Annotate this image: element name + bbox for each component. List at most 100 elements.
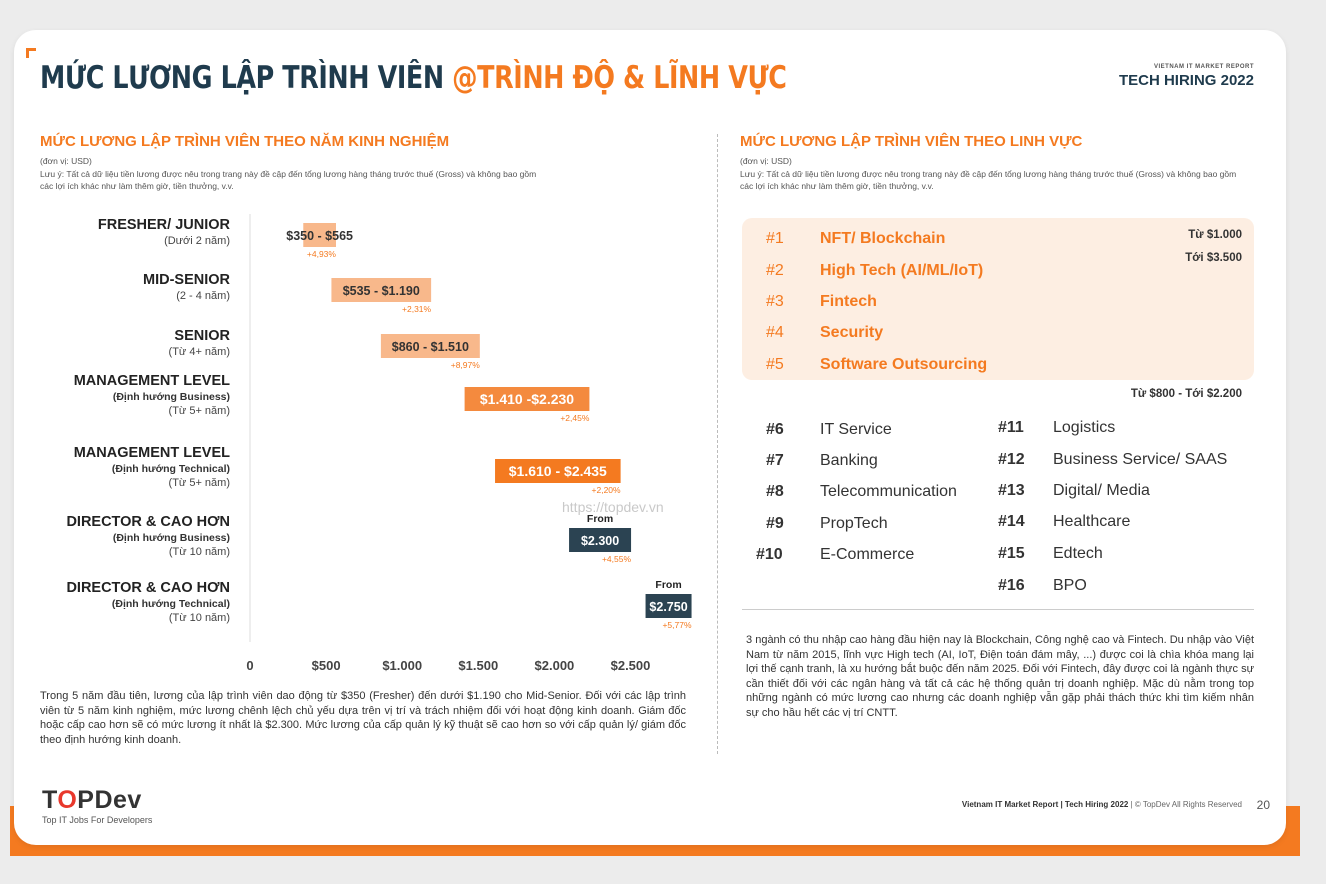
field-row-10: #10 E-Commerce xyxy=(756,546,914,564)
category-title: DIRECTOR & CAO HƠN xyxy=(66,580,230,596)
logo-tagline: Top IT Jobs For Developers xyxy=(42,815,153,825)
field-row-3: #3 Fintech xyxy=(766,293,877,311)
bar-prefix-label: From xyxy=(587,513,613,525)
salary-bar-label: $1.610 - $2.435 xyxy=(509,463,607,479)
logo-t: T xyxy=(42,786,58,814)
field-name: Digital/ Media xyxy=(1053,482,1150,499)
left-paragraph: Trong 5 năm đầu tiên, lương của lập trìn… xyxy=(40,690,686,746)
bar-prefix-label: From xyxy=(655,579,681,591)
top-fields-box xyxy=(742,218,1254,380)
salary-bar-label: $1.410 -$2.230 xyxy=(480,391,574,407)
field-row-8: #8 Telecommunication xyxy=(766,483,957,501)
field-name: PropTech xyxy=(820,515,888,532)
field-rank: #1 xyxy=(766,230,784,247)
growth-label: +5,77% xyxy=(662,620,692,630)
field-name: Business Service/ SAAS xyxy=(1053,451,1228,468)
page-title-orange: @TRÌNH ĐỘ & LĨNH VỰC xyxy=(452,60,787,96)
field-row-9: #9 PropTech xyxy=(766,515,888,533)
category-subtitle: (Định hướng Business) xyxy=(113,532,230,544)
title-corner-mark xyxy=(26,48,36,58)
other-range: Từ $800 - Tới $2.200 xyxy=(1130,388,1242,400)
x-tick-label: 0 xyxy=(246,658,253,673)
category-subtitle: (Định hướng Technical) xyxy=(112,463,230,475)
field-rank: #12 xyxy=(998,451,1025,468)
salary-bar xyxy=(303,223,336,247)
field-rank: #2 xyxy=(766,262,784,279)
field-name: NFT/ Blockchain xyxy=(820,230,946,247)
salary-bar xyxy=(495,459,621,483)
footer-report: Vietnam IT Market Report | Tech Hiring 2… xyxy=(961,800,1129,809)
field-rank: #10 xyxy=(756,546,783,563)
category-years: (2 - 4 năm) xyxy=(176,290,230,302)
top-range-from: Từ $1.000 xyxy=(1188,229,1242,241)
right-paragraph: 3 ngành có thu nhập cao hàng đầu hiện na… xyxy=(746,634,1254,719)
field-rank: #15 xyxy=(998,545,1025,562)
field-name: E-Commerce xyxy=(820,546,915,563)
field-name: Fintech xyxy=(820,293,877,310)
footer-credits: Vietnam IT Market Report | Tech Hiring 2… xyxy=(962,800,1242,809)
left-unit: (đơn vị: USD) xyxy=(40,156,92,166)
x-tick-label: $2.500 xyxy=(611,658,651,673)
category-title: MANAGEMENT LEVEL xyxy=(74,373,230,389)
growth-label: +2,31% xyxy=(402,304,432,314)
field-row-4: #4 Security xyxy=(766,324,883,342)
field-rank: #6 xyxy=(766,421,784,438)
growth-label: +8,97% xyxy=(451,360,481,370)
field-name: BPO xyxy=(1053,577,1087,594)
salary-bar xyxy=(645,594,692,618)
x-tick-label: $2.000 xyxy=(535,658,575,673)
field-row-14: #14 Healthcare xyxy=(998,513,1130,531)
field-rank: #8 xyxy=(766,483,784,500)
left-section-title: MỨC LƯƠNG LẬP TRÌNH VIÊN THEO NĂM KINH N… xyxy=(40,133,450,150)
field-name: Telecommunication xyxy=(820,483,957,500)
category-title: FRESHER/ JUNIOR xyxy=(98,217,231,233)
category-subtitle: (Định hướng Business) xyxy=(113,391,230,403)
field-name: Logistics xyxy=(1053,419,1116,436)
field-row-11: #11 Logistics xyxy=(998,419,1115,437)
salary-bar-label: $350 - $565 xyxy=(286,229,353,243)
salary-bar-label: $2.300 xyxy=(581,534,619,548)
field-rank: #14 xyxy=(998,513,1025,530)
field-row-6: #6 IT Service xyxy=(766,421,892,439)
salary-bar xyxy=(380,334,480,358)
report-label-small: VIETNAM IT MARKET REPORT xyxy=(1154,64,1254,70)
category-title: DIRECTOR & CAO HƠN xyxy=(66,514,230,530)
x-tick-label: $1.000 xyxy=(382,658,422,673)
report-page xyxy=(14,30,1286,845)
footer-rights: | © TopDev All Rights Reserved xyxy=(1128,800,1242,809)
right-separator xyxy=(742,609,1254,610)
field-rank: #16 xyxy=(998,577,1025,594)
field-rank: #9 xyxy=(766,515,784,532)
growth-label: +4,93% xyxy=(307,249,337,259)
field-row-12: #12 Business Service/ SAAS xyxy=(998,451,1227,469)
field-name: Software Outsourcing xyxy=(820,356,988,373)
x-tick-label: $500 xyxy=(312,658,341,673)
field-rank: #4 xyxy=(766,324,784,341)
field-row-13: #13 Digital/ Media xyxy=(998,482,1150,500)
field-name: IT Service xyxy=(820,421,892,438)
field-row-15: #15 Edtech xyxy=(998,545,1103,563)
field-name: Healthcare xyxy=(1053,513,1131,530)
field-rank: #11 xyxy=(998,419,1024,436)
category-years: (Từ 5+ năm) xyxy=(169,477,230,489)
field-name: Security xyxy=(820,324,884,341)
section-divider xyxy=(717,134,718,754)
field-row-1: #1 NFT/ Blockchain xyxy=(766,230,945,248)
salary-chart: https://topdev.vn 0 $500 $1.000 $1.500 $2.00… xyxy=(66,214,692,673)
category-years: (Từ 5+ năm) xyxy=(169,405,230,417)
top-range-to: Tới $3.500 xyxy=(1185,252,1242,264)
field-rank: #7 xyxy=(766,452,784,469)
topdev-logo: TOPDev xyxy=(42,786,142,815)
category-years: (Từ 4+ năm) xyxy=(169,346,230,358)
category-title: MID-SENIOR xyxy=(143,272,231,288)
x-tick-label: $1.500 xyxy=(458,658,498,673)
category-title: SENIOR xyxy=(174,328,230,344)
category-subtitle: (Định hướng Technical) xyxy=(112,598,230,610)
salary-bar-label: $2.750 xyxy=(649,600,687,614)
logo-rest: PDev xyxy=(77,786,142,814)
chart-watermark: https://topdev.vn xyxy=(562,499,664,515)
field-name: Edtech xyxy=(1053,545,1103,562)
salary-bar-label: $535 - $1.190 xyxy=(343,284,420,298)
salary-bar xyxy=(331,278,432,302)
growth-label: +2,45% xyxy=(560,413,590,423)
